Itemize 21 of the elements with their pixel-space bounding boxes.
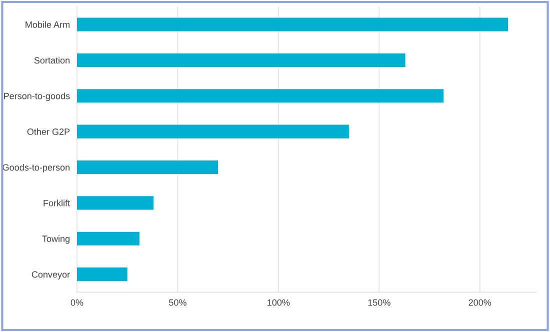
bar — [77, 53, 406, 67]
bar — [77, 18, 508, 32]
bar — [77, 89, 444, 103]
bar — [77, 124, 349, 138]
y-tick-label: Mobile Arm — [26, 21, 70, 28]
bar — [77, 160, 218, 174]
y-tick-label: Person-to-goods — [4, 92, 70, 102]
x-tick-label: 200% — [468, 299, 492, 306]
bar — [77, 196, 154, 210]
bar — [77, 268, 128, 282]
y-tick-label: Other G2P — [27, 128, 70, 135]
x-tick-label: 150% — [368, 299, 390, 306]
y-tick-label: Sortation — [34, 56, 70, 64]
x-tick-label: 100% — [268, 299, 290, 306]
y-tick-label: Towing — [42, 235, 70, 244]
x-tick-label: 50% — [169, 299, 186, 306]
bar — [77, 232, 140, 246]
y-tick-label: Goods-to-person — [2, 164, 70, 172]
y-tick-label: Forklift — [44, 200, 70, 206]
y-tick-label: Conveyor — [32, 271, 70, 280]
x-tick-label: 0% — [70, 299, 84, 306]
